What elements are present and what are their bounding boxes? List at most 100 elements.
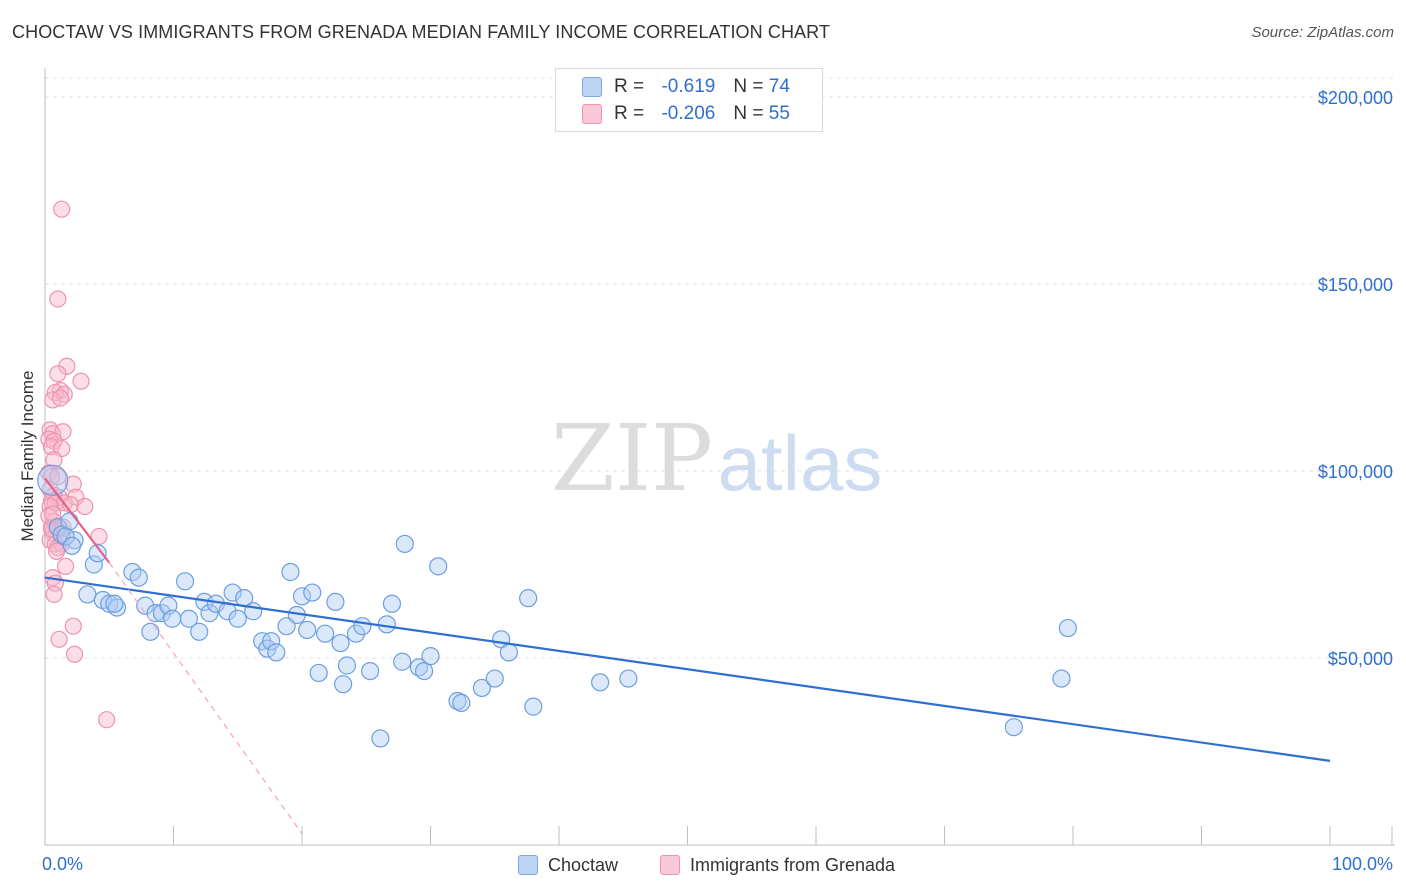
watermark-zip: ZIP [551, 405, 713, 512]
grenada-point [47, 542, 66, 561]
grenada-point [98, 711, 116, 729]
choctaw-point [105, 594, 124, 613]
choctaw-point [303, 583, 322, 602]
x-tick-label-right: 100.0% [1332, 854, 1393, 874]
choctaw-point [190, 622, 209, 641]
choctaw-point [292, 587, 312, 606]
gridlines [45, 77, 1395, 659]
choctaw-point [377, 615, 396, 634]
choctaw-point [129, 568, 148, 587]
choctaw-point [326, 592, 345, 612]
choctaw-point [200, 604, 219, 623]
grenada-point [72, 372, 90, 390]
chart-title: CHOCTAW VS IMMIGRANTS FROM GRENADA MEDIA… [12, 22, 831, 42]
choctaw-point [485, 669, 504, 688]
choctaw-point [309, 663, 328, 683]
grenada-trend-extension [108, 562, 303, 835]
choctaw-point [78, 585, 97, 604]
grenada-point [49, 290, 67, 308]
grenada-legend-swatch [660, 855, 680, 875]
choctaw-point [353, 617, 372, 636]
legend-r-label: R = [614, 103, 645, 124]
grenada-point [56, 557, 75, 575]
choctaw-point [152, 604, 172, 623]
grenada-point [53, 200, 71, 218]
choctaw-point [37, 464, 69, 496]
choctaw-point [277, 617, 296, 636]
watermark: ZIP atlas [551, 405, 882, 512]
choctaw-trend-line [44, 576, 1331, 762]
choctaw-point [141, 622, 160, 641]
choctaw-n-value: 74 [768, 76, 790, 97]
grenada-points [40, 200, 116, 729]
choctaw-point [281, 562, 300, 582]
grenada-point [54, 423, 72, 441]
grenada-point [64, 617, 82, 635]
choctaw-point [371, 729, 390, 748]
choctaw-point [334, 675, 353, 694]
grenada-point [49, 468, 67, 486]
choctaw-points [37, 464, 1077, 748]
choctaw-point [361, 661, 380, 681]
stats-legend: R = -0.619 N = 74 R = -0.206 N = 55 [555, 68, 823, 132]
choctaw-point [267, 643, 286, 662]
choctaw-point [56, 527, 75, 546]
choctaw-point [524, 697, 543, 716]
grenada-trend-line [44, 477, 111, 564]
grenada-swatch [582, 104, 602, 124]
choctaw-point [223, 583, 242, 602]
choctaw-point [228, 609, 247, 628]
grenada-r-value: -0.206 [661, 103, 716, 124]
legend-r-label: R = [614, 76, 645, 97]
legend-row-grenada: R = -0.206 N = 55 [582, 101, 790, 127]
choctaw-point [1058, 618, 1077, 638]
choctaw-legend-swatch [518, 855, 538, 875]
legend-row-choctaw: R = -0.619 N = 74 [582, 74, 790, 100]
choctaw-point [499, 643, 518, 662]
grenada-point [65, 645, 84, 663]
y-tick-label: $100,000 [1318, 462, 1393, 482]
choctaw-point [619, 669, 638, 688]
choctaw-point [60, 512, 79, 531]
y-axis-label: Median Family Income [18, 370, 37, 542]
bottom-legend-choctaw: Choctaw [518, 852, 618, 878]
grenada-point [76, 497, 94, 516]
choctaw-point [331, 633, 350, 653]
choctaw-swatch [582, 77, 602, 97]
y-tick-label: $200,000 [1318, 88, 1393, 108]
choctaw-point [244, 602, 263, 621]
source-label: Source: ZipAtlas.com [1251, 24, 1394, 41]
grenada-point [45, 585, 63, 604]
choctaw-point [1052, 669, 1071, 688]
choctaw-point [393, 652, 412, 671]
grenada-n-value: 55 [768, 103, 790, 124]
choctaw-point [337, 656, 357, 675]
choctaw-point [84, 555, 103, 574]
grenada-legend-label: Immigrants from Grenada [690, 854, 896, 875]
grenada-point [44, 505, 62, 523]
choctaw-point [316, 624, 335, 643]
legend-n-label: N = [733, 103, 764, 124]
y-tick-label: $50,000 [1328, 649, 1393, 669]
choctaw-point [414, 661, 434, 681]
grenada-point [45, 451, 63, 469]
tick-labels: $50,000 $100,000 $150,000 $200,000 0.0% 100.0… [42, 88, 1393, 874]
choctaw-point [395, 534, 414, 554]
choctaw-point [262, 632, 281, 651]
choctaw-point [88, 544, 107, 563]
choctaw-point [421, 647, 440, 666]
choctaw-legend-label: Choctaw [548, 854, 619, 875]
x-tick-label-left: 0.0% [42, 854, 83, 874]
grenada-point [64, 475, 82, 493]
trend-lines [44, 477, 1331, 835]
choctaw-point [472, 678, 491, 698]
choctaw-point [591, 673, 610, 692]
grenada-point [51, 389, 70, 407]
y-tick-label: $150,000 [1318, 275, 1393, 295]
choctaw-point [346, 624, 366, 643]
legend-n-label: N = [733, 76, 764, 97]
choctaw-point [298, 620, 317, 640]
choctaw-point [179, 609, 199, 628]
bottom-legend-grenada: Immigrants from Grenada [660, 852, 895, 878]
choctaw-point [1004, 718, 1023, 737]
